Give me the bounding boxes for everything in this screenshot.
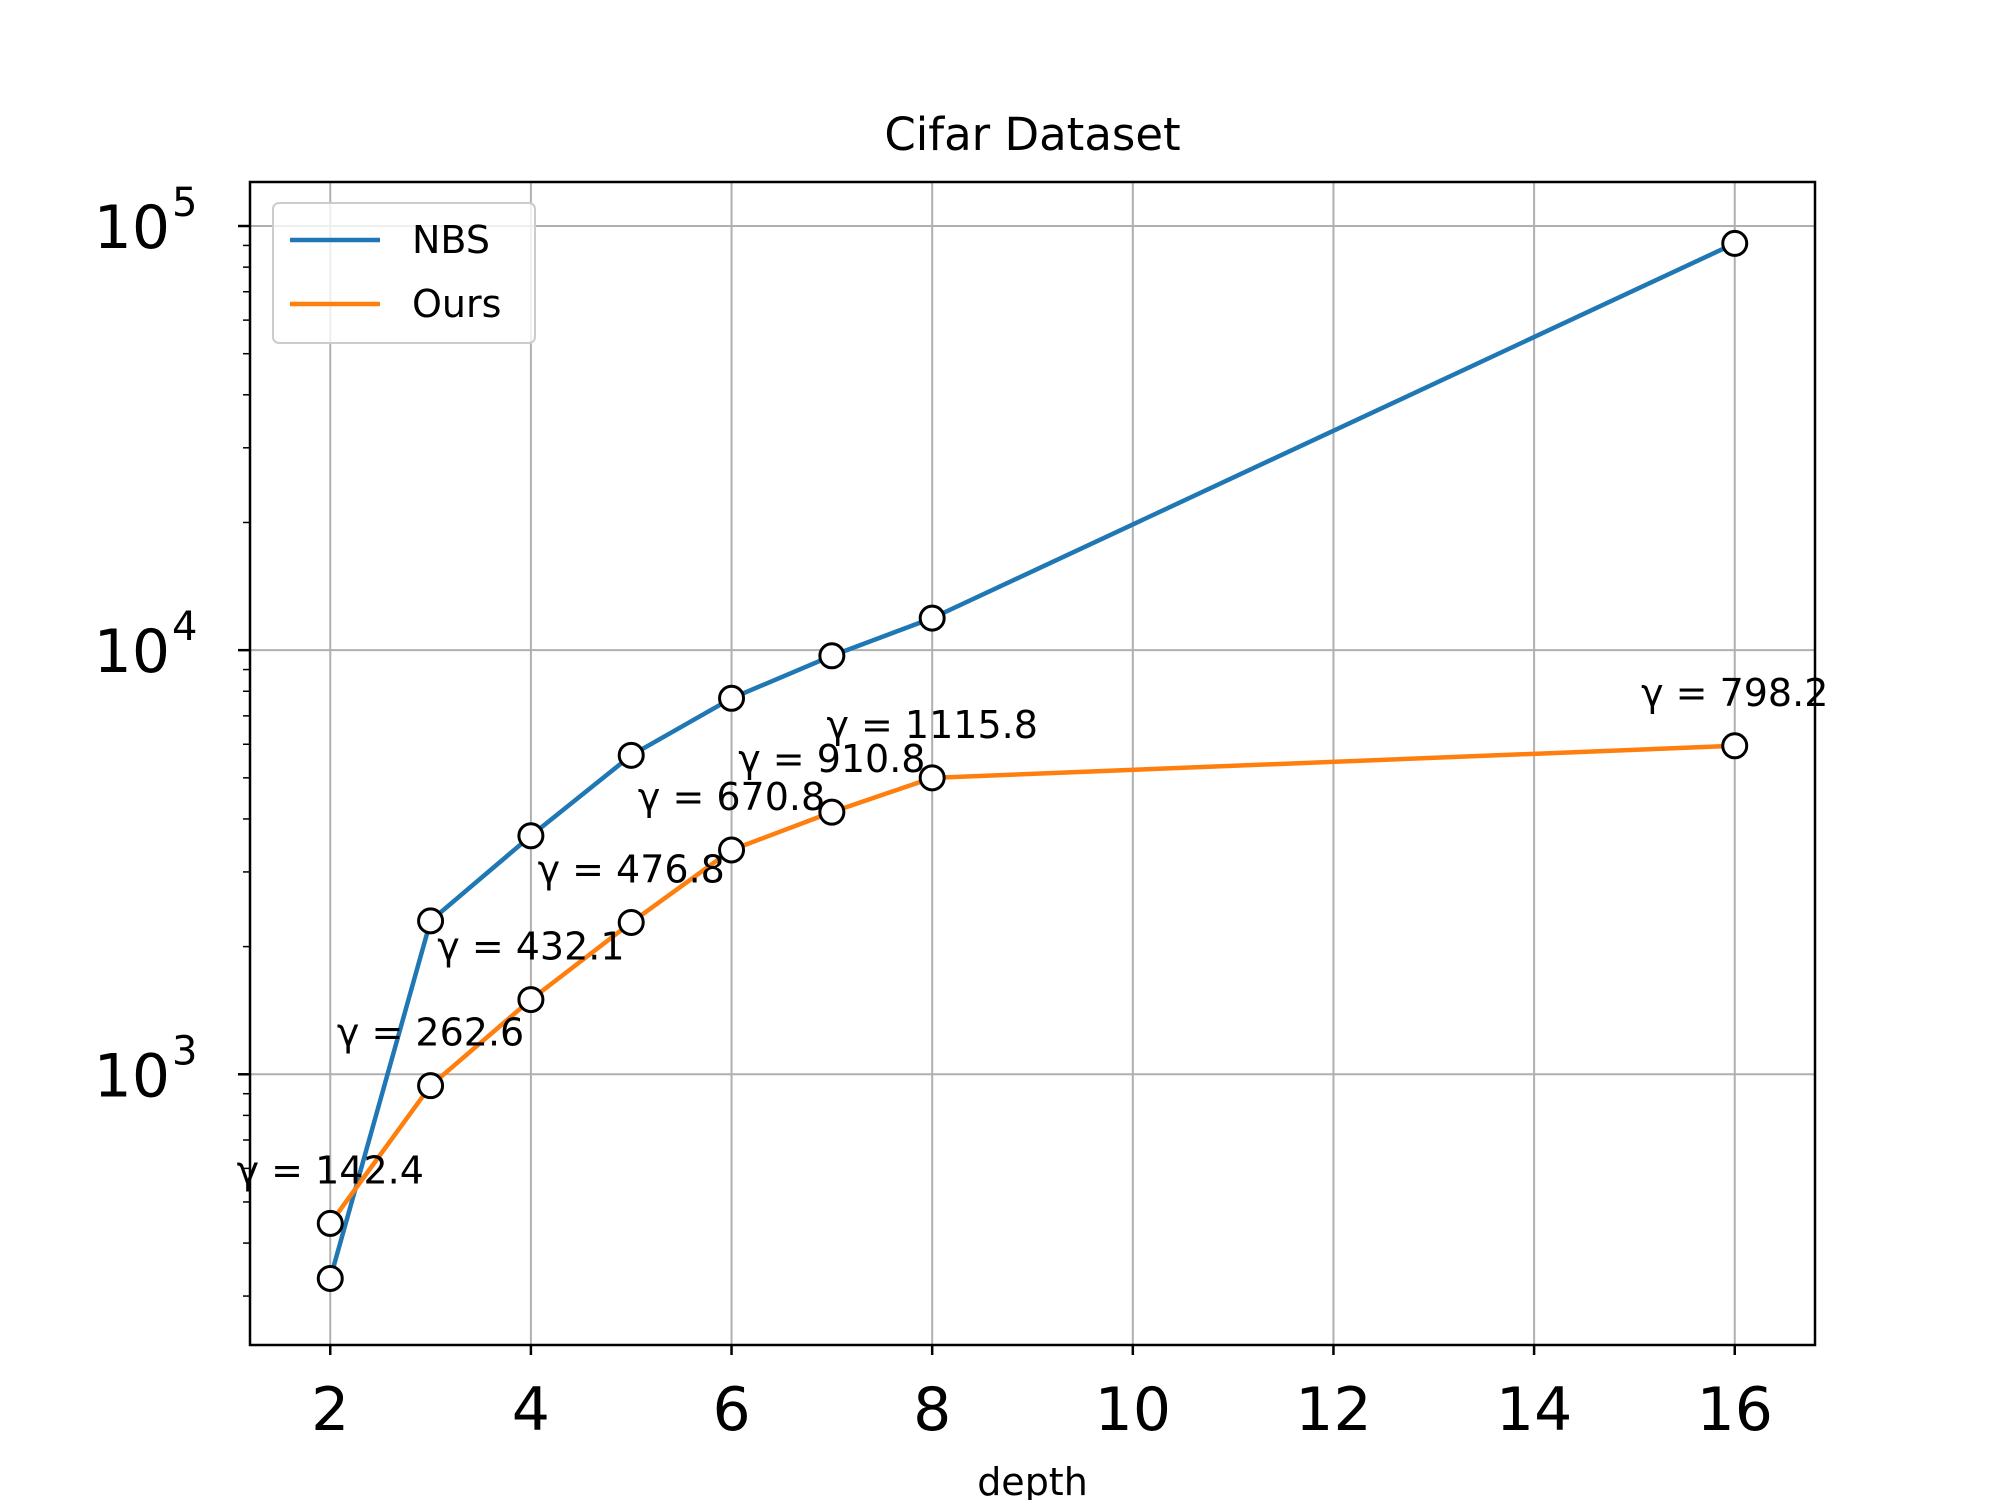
data-point-nbs [316,1265,344,1293]
x-tick-label: 16 [1697,1375,1773,1445]
data-point-nbs [517,822,545,850]
data-point-nbs [417,907,445,935]
data-point-ours [918,764,946,792]
data-point-nbs [1721,229,1749,257]
point-annotation: γ = 670.8 [638,775,825,819]
data-point-ours [718,836,746,864]
point-annotation: γ = 1115.8 [826,703,1037,747]
data-point-nbs [718,684,746,712]
point-annotation: γ = 262.6 [337,1011,524,1055]
series-line-ours [328,743,1735,1225]
x-tick-label: 2 [311,1375,349,1445]
series-line-nbs [328,241,1736,1280]
grid [250,182,1815,1345]
legend-label-nbs: NBS [412,218,490,262]
y-tick-label: 10 [94,193,170,263]
y-tick-label: 10 [94,1041,170,1111]
series-markers [316,229,1749,1293]
data-point-ours [818,798,846,826]
series-lines [328,241,1736,1280]
legend: NBS Ours [272,202,536,344]
plot-frame [248,180,1817,1347]
point-annotation: γ = 798.2 [1641,671,1828,715]
data-point-ours [1721,732,1749,760]
x-axis-label: depth [977,1460,1088,1500]
point-annotation: γ = 910.8 [738,737,925,781]
y-tick-exponent: 5 [172,180,197,226]
data-point-nbs [818,642,846,670]
x-tick-label: 8 [913,1375,951,1445]
data-point-ours [517,986,545,1014]
data-point-ours [617,908,645,936]
legend-label-ours: Ours [412,282,501,326]
data-point-nbs [918,604,946,632]
point-annotation: γ = 142.4 [237,1148,424,1192]
x-tick-label: 6 [712,1375,750,1445]
x-tick-label: 12 [1295,1375,1371,1445]
y-tick-exponent: 3 [172,1028,197,1074]
data-point-nbs [617,741,645,769]
data-point-ours [417,1072,445,1100]
x-tick-label: 14 [1496,1375,1572,1445]
y-tick-exponent: 4 [172,604,197,650]
point-annotation: γ = 476.8 [538,847,725,891]
chart-title: Cifar Dataset [884,108,1180,161]
y-tick-label: 10 [94,617,170,687]
data-point-ours [316,1209,344,1237]
x-tick-label: 10 [1095,1375,1171,1445]
x-tick-label: 4 [512,1375,550,1445]
point-annotation: γ = 432.1 [437,925,624,969]
point-annotations: γ = 142.4 γ = 262.6 γ = 432.1 γ = 476.8 γ = … [237,671,1829,1193]
